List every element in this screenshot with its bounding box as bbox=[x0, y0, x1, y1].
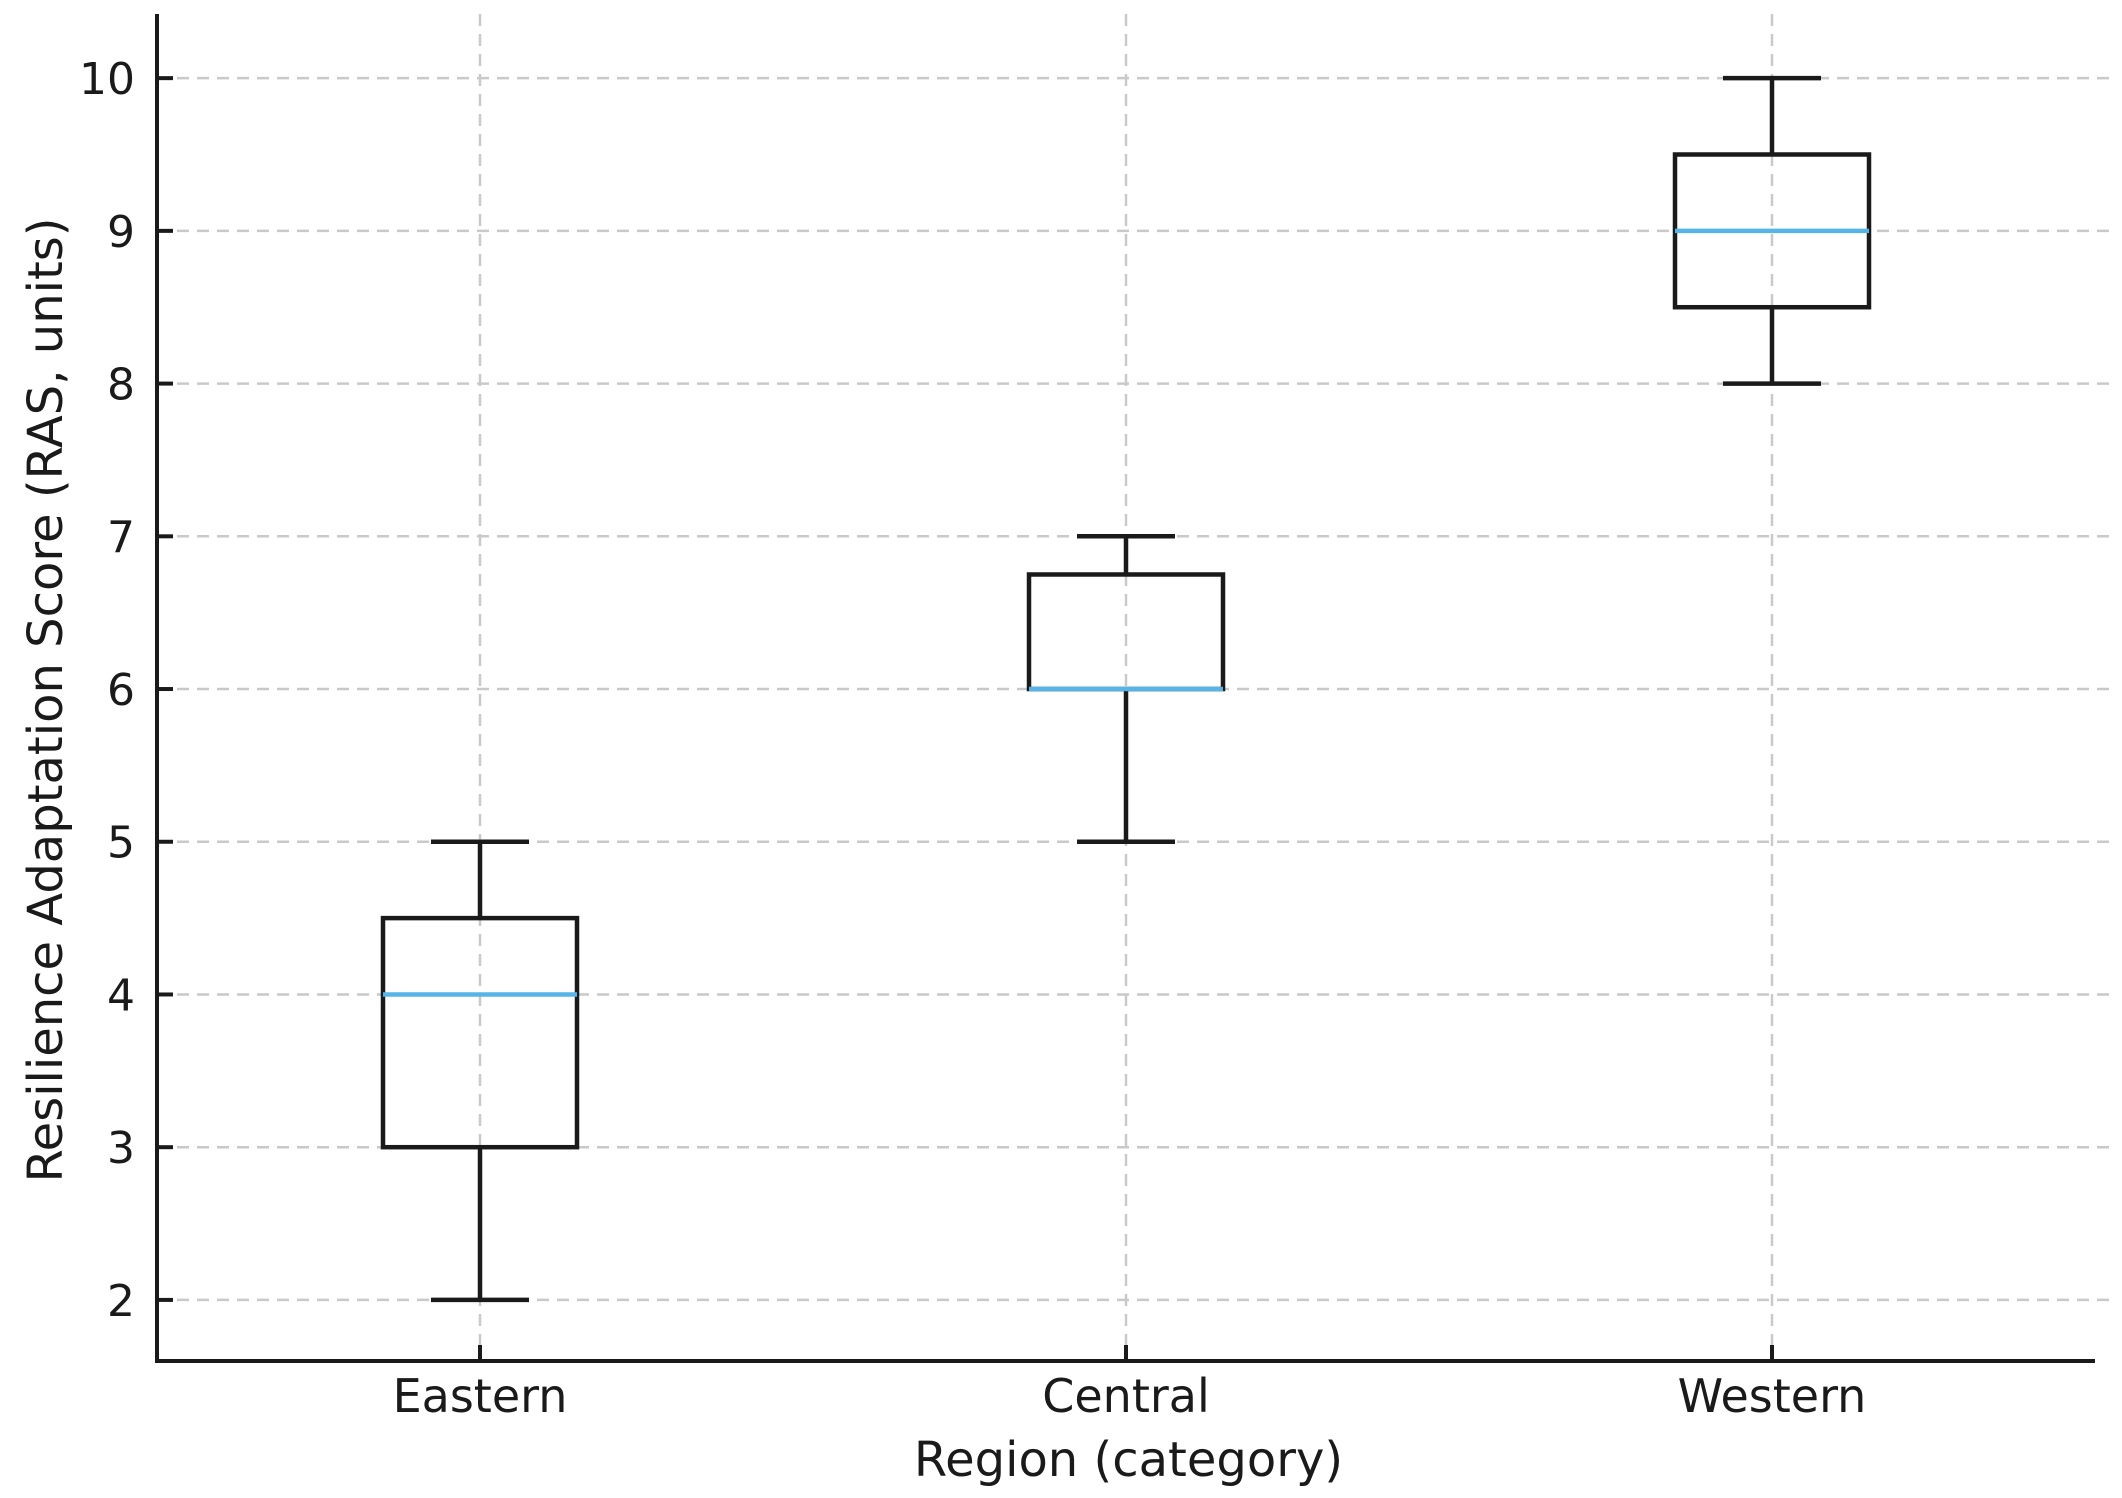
box-central bbox=[1026, 572, 1226, 692]
x-axis-title: Region (category) bbox=[913, 1432, 1344, 1488]
y-tick-label: 8 bbox=[107, 360, 135, 411]
y-tick-label: 10 bbox=[79, 54, 135, 105]
x-tick-label: Eastern bbox=[393, 1369, 568, 1423]
y-tick-label: 3 bbox=[107, 1123, 135, 1174]
y-tick-label: 6 bbox=[107, 665, 135, 716]
y-tick-label: 4 bbox=[107, 970, 135, 1021]
x-tick-label: Western bbox=[1678, 1369, 1867, 1423]
y-tick-label: 9 bbox=[107, 207, 135, 258]
y-tick-label: 5 bbox=[107, 818, 135, 869]
x-tick-label: Central bbox=[1042, 1369, 1210, 1423]
y-tick-label: 7 bbox=[107, 512, 135, 563]
y-axis-title: Resilience Adaptation Score (RAS, units) bbox=[18, 217, 74, 1183]
box-eastern bbox=[380, 915, 580, 1150]
y-tick-label: 2 bbox=[107, 1276, 135, 1327]
